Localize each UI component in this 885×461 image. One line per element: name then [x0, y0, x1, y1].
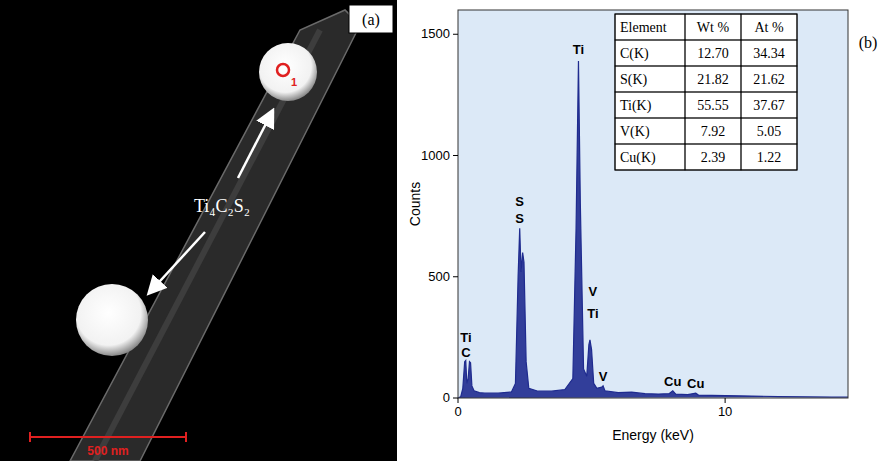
y-tick-label: 500: [428, 269, 450, 284]
particle: [259, 43, 317, 101]
plot-frame: [458, 10, 848, 398]
table-cell: [685, 40, 741, 66]
peak-label: S: [515, 194, 524, 209]
table-value: V(K): [620, 124, 650, 140]
peak-label: Cu: [664, 374, 681, 389]
fiber: [70, 10, 360, 461]
table-cell: [741, 118, 797, 144]
table-value: 37.67: [753, 98, 785, 113]
fiber-core: [95, 30, 320, 461]
spot-label: 1: [291, 76, 297, 88]
y-tick-label: 1500: [421, 26, 450, 41]
table-value: 55.55: [697, 98, 729, 113]
peak-label: V: [589, 284, 598, 299]
table-header: At %: [754, 20, 784, 35]
scale-bar: [30, 436, 186, 438]
table-cell: [741, 144, 797, 170]
table-frame: [615, 14, 797, 170]
y-axis-title: Counts: [407, 182, 423, 226]
figure: 1 Ti₄C₂S₂ (a) 500 nm 0 500 1000 1500 0 10 Energy (…: [0, 0, 885, 461]
micrograph-background: [0, 0, 397, 461]
table-cell: [741, 40, 797, 66]
table-value: 1.22: [757, 150, 782, 165]
table-value: 2.39: [701, 150, 726, 165]
table-cell: [615, 118, 685, 144]
peak-label: C: [461, 345, 471, 360]
particle: [76, 284, 148, 356]
scale-bar-end: [29, 432, 31, 442]
panel-a: 1 Ti₄C₂S₂ (a) 500 nm: [0, 0, 397, 461]
table-cell: [741, 92, 797, 118]
peak-label: V: [599, 369, 608, 384]
arrow: [238, 112, 272, 178]
table-cell: [615, 144, 685, 170]
table-cell: [685, 14, 741, 40]
table-cell: [685, 92, 741, 118]
table-header: Element: [620, 20, 667, 35]
table-cell: [685, 66, 741, 92]
peak-label: Ti: [587, 306, 598, 321]
table-cell: [615, 92, 685, 118]
panel-b: 050010001500010Energy (keV)Counts(b)TiCS…: [407, 10, 877, 443]
table-value: 21.62: [753, 72, 785, 87]
table-cell: [615, 40, 685, 66]
table-value: 12.70: [697, 46, 729, 61]
table-header: Wt %: [697, 20, 730, 35]
y-tick: [453, 155, 458, 156]
panel-label: (a): [362, 11, 380, 29]
table-cell: [741, 14, 797, 40]
table-value: 34.34: [753, 46, 785, 61]
y-tick-label: 1000: [421, 148, 450, 163]
y-tick: [453, 34, 458, 35]
table-value: 7.92: [701, 124, 726, 139]
peak-label: Cu: [687, 376, 704, 391]
peak-label: Ti: [460, 330, 471, 345]
peak-label: Ti: [573, 42, 584, 57]
plot-background: [458, 10, 848, 398]
x-tick: [458, 398, 459, 403]
x-axis-title: Energy (keV): [612, 427, 694, 443]
peak-label: S: [515, 211, 524, 226]
table-cell: [685, 118, 741, 144]
y-tick-label: 0: [443, 390, 450, 405]
table-value: Cu(K): [620, 150, 656, 166]
y-tick: [453, 276, 458, 277]
table-cell: [685, 144, 741, 170]
table-cell: [741, 66, 797, 92]
table-value: Ti(K): [620, 98, 652, 114]
y-tick: [453, 398, 458, 399]
x-tick-label: 10: [718, 404, 732, 419]
label-box: [349, 5, 393, 33]
x-tick: [725, 398, 726, 403]
table-value: 21.82: [697, 72, 729, 87]
table: Element Wt % At % C(K) 12.70 34.34 S(K) 21.82 21…: [615, 14, 797, 170]
spot-marker: [277, 64, 289, 76]
table-value: S(K): [620, 72, 648, 88]
table-value: C(K): [620, 46, 649, 62]
x-tick-label: 0: [454, 404, 461, 419]
scale-bar-end: [185, 432, 187, 442]
phase-label: Ti₄C₂S₂: [194, 196, 250, 216]
scale-bar-label: 500 nm: [87, 444, 128, 458]
table-cell: [615, 66, 685, 92]
table-cell: [615, 14, 685, 40]
panel-label: (b): [859, 34, 878, 52]
table-value: 5.05: [757, 124, 782, 139]
arrow: [150, 232, 205, 292]
